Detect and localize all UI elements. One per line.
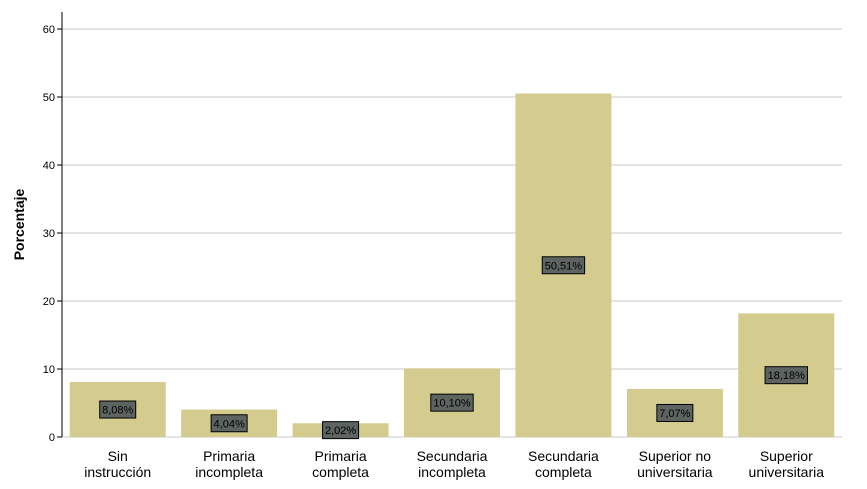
y-tick-label: 20: [43, 296, 55, 308]
x-category-label: Secundaria incompleta: [417, 448, 488, 480]
data-label-text: 4,04%: [214, 418, 245, 430]
data-label-box: [430, 393, 474, 412]
data-label: 4,04%: [210, 414, 248, 433]
data-label-box: [322, 421, 360, 440]
x-category-label: Primaria incompleta: [195, 448, 263, 480]
data-label-text: 18,18%: [768, 370, 806, 382]
y-tick-label: 60: [43, 24, 55, 36]
data-label-box: [541, 256, 586, 275]
x-category-label: Superior no universitaria: [637, 448, 713, 480]
data-label-text: 2,02%: [325, 425, 356, 437]
y-tick-label: 40: [43, 160, 55, 172]
data-label: 18,18%: [764, 366, 808, 385]
data-label-box: [656, 403, 694, 422]
gridlines: [62, 28, 842, 438]
data-label-box: [764, 366, 808, 385]
data-label: 50,51%: [541, 256, 586, 275]
data-label: 2,02%: [322, 421, 360, 440]
x-axis-categories: Sin instrucción Primaria incompleta Primaria…: [84, 448, 824, 480]
y-tick-label: 30: [43, 228, 55, 240]
data-label-text: 50,51%: [545, 260, 583, 272]
bars: [69, 93, 835, 438]
y-axis-ticks: 0 10 20 30 40 50 60: [43, 24, 62, 444]
data-label-text: 10,10%: [433, 398, 471, 410]
data-label: 8,08%: [99, 400, 137, 419]
x-category-label: Sin instrucción: [84, 448, 151, 480]
x-category-label: Superior universitaria: [749, 448, 825, 480]
x-category-label: Primaria completa: [312, 448, 369, 480]
y-tick-label: 10: [43, 364, 55, 376]
data-label-text: 7,07%: [659, 408, 690, 420]
y-axis-label: Porcentaje: [11, 188, 27, 260]
y-tick-label: 0: [49, 432, 55, 444]
x-category-label: Secundaria completa: [528, 448, 599, 480]
data-label-box: [210, 414, 248, 433]
data-label-text: 8,08%: [102, 405, 133, 417]
data-label-box: [99, 400, 137, 419]
data-labels: 8,08% 4,04% 2,02% 10,10% 50,51% 7,07% 18,18%: [99, 256, 808, 440]
y-tick-label: 50: [43, 92, 55, 104]
data-label: 7,07%: [656, 403, 694, 422]
data-label: 10,10%: [430, 393, 474, 412]
